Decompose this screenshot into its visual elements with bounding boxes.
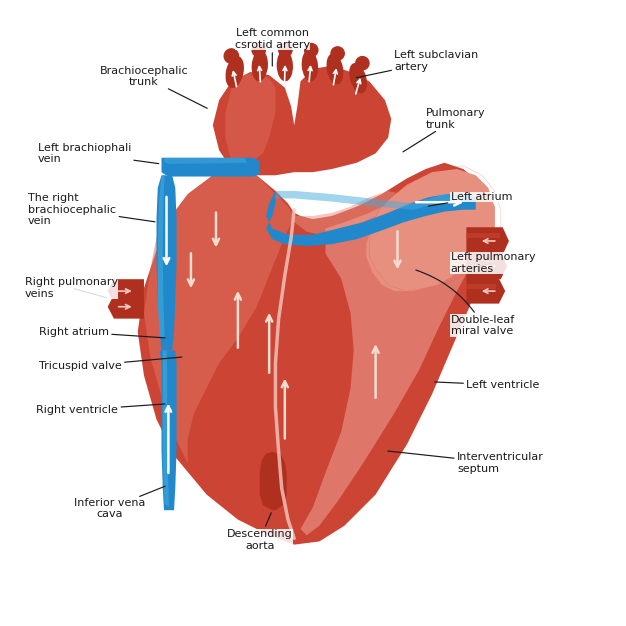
Polygon shape bbox=[466, 227, 509, 255]
Polygon shape bbox=[366, 169, 495, 291]
Text: Brachiocephalic
trunk: Brachiocephalic trunk bbox=[100, 66, 207, 108]
Text: Left ventricle: Left ventricle bbox=[434, 380, 540, 390]
Ellipse shape bbox=[326, 53, 344, 85]
Ellipse shape bbox=[252, 50, 268, 81]
Text: Descending
aorta: Descending aorta bbox=[227, 513, 293, 551]
Polygon shape bbox=[160, 351, 177, 510]
Polygon shape bbox=[162, 158, 260, 177]
Text: Right pulmonary
veins: Right pulmonary veins bbox=[25, 277, 118, 299]
Ellipse shape bbox=[349, 63, 367, 93]
Ellipse shape bbox=[278, 43, 293, 58]
Polygon shape bbox=[138, 163, 495, 545]
Text: Double-leaf
miral valve: Double-leaf miral valve bbox=[416, 270, 515, 336]
Polygon shape bbox=[213, 66, 391, 175]
Text: The right
brachiocephalic
vein: The right brachiocephalic vein bbox=[28, 193, 155, 227]
Text: Right atrium: Right atrium bbox=[39, 327, 165, 338]
Text: Right ventricle: Right ventricle bbox=[36, 404, 165, 415]
Text: Left brachiophali
vein: Left brachiophali vein bbox=[38, 143, 159, 164]
Polygon shape bbox=[260, 452, 287, 510]
Polygon shape bbox=[466, 253, 507, 279]
Polygon shape bbox=[163, 351, 169, 507]
Ellipse shape bbox=[304, 43, 319, 58]
Polygon shape bbox=[164, 158, 247, 164]
Text: Tricuspid valve: Tricuspid valve bbox=[39, 357, 182, 371]
Text: Inferior vena
cava: Inferior vena cava bbox=[74, 486, 165, 520]
Polygon shape bbox=[144, 169, 294, 463]
Polygon shape bbox=[300, 172, 488, 535]
Polygon shape bbox=[108, 279, 144, 303]
Ellipse shape bbox=[252, 43, 266, 58]
Text: Left common
csrotid artery: Left common csrotid artery bbox=[235, 28, 310, 66]
Ellipse shape bbox=[302, 50, 318, 81]
Polygon shape bbox=[225, 72, 275, 163]
Ellipse shape bbox=[355, 56, 370, 71]
Text: Left atrium: Left atrium bbox=[428, 192, 512, 206]
Ellipse shape bbox=[223, 48, 239, 64]
Text: Interventricular
septum: Interventricular septum bbox=[387, 451, 544, 474]
Polygon shape bbox=[275, 191, 463, 210]
Polygon shape bbox=[266, 191, 476, 246]
Ellipse shape bbox=[225, 56, 244, 88]
Polygon shape bbox=[466, 258, 498, 264]
Polygon shape bbox=[466, 233, 500, 239]
Text: Left pulmonary
arteries: Left pulmonary arteries bbox=[451, 252, 535, 274]
Polygon shape bbox=[108, 295, 144, 319]
Ellipse shape bbox=[331, 46, 345, 61]
Polygon shape bbox=[466, 284, 496, 289]
Ellipse shape bbox=[277, 50, 293, 81]
Text: Pulmonary
trunk: Pulmonary trunk bbox=[403, 108, 485, 152]
Polygon shape bbox=[466, 279, 505, 304]
Polygon shape bbox=[156, 175, 177, 351]
Text: Left subclavian
artery: Left subclavian artery bbox=[356, 50, 479, 78]
Polygon shape bbox=[294, 191, 401, 235]
Polygon shape bbox=[158, 175, 165, 338]
